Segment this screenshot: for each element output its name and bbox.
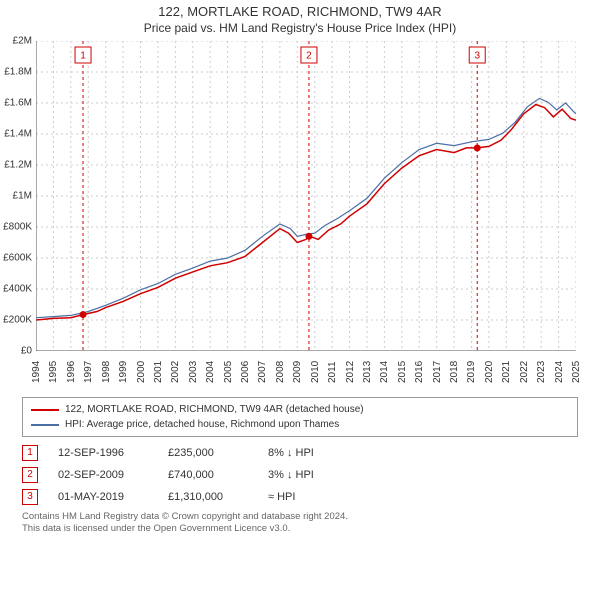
x-tick-label: 1996 [66,361,77,383]
x-tick-label: 2005 [223,361,234,383]
y-tick-label: £600K [3,253,32,264]
x-tick-label: 2024 [554,361,565,383]
chart-svg: 1 2 3 [36,41,576,351]
y-tick-label: £2M [13,36,32,47]
sale-event-note: 8% ↓ HPI [268,447,578,459]
x-tick-label: 1997 [83,361,94,383]
y-tick-label: £1.4M [4,129,32,140]
sale-event-marker: 3 [22,489,38,505]
chart-subtitle: Price paid vs. HM Land Registry's House … [0,21,600,35]
x-tick-label: 1998 [101,361,112,383]
x-tick-label: 2020 [484,361,495,383]
y-tick-label: £800K [3,222,32,233]
y-tick-label: £400K [3,284,32,295]
x-tick-label: 1999 [118,361,129,383]
x-tick-label: 2006 [240,361,251,383]
x-tick-label: 2011 [327,361,338,383]
attribution: Contains HM Land Registry data © Crown c… [22,511,578,536]
x-tick-label: 2015 [397,361,408,383]
sale-event-note: 3% ↓ HPI [268,469,578,481]
sale-event-marker: 1 [22,445,38,461]
y-tick-label: £1.6M [4,98,32,109]
legend-item: HPI: Average price, detached house, Rich… [31,417,569,432]
y-tick-label: £1M [13,191,32,202]
legend-swatch [31,424,59,426]
legend-swatch [31,409,59,411]
x-tick-label: 2004 [205,361,216,383]
x-tick-label: 1994 [31,361,42,383]
x-tick-label: 2013 [362,361,373,383]
x-tick-label: 2001 [153,361,164,383]
x-tick-label: 2014 [379,361,390,383]
sale-event-date: 12-SEP-1996 [58,447,148,459]
x-tick-label: 2019 [466,361,477,383]
x-tick-label: 2025 [571,361,582,383]
y-tick-label: £1.8M [4,67,32,78]
x-tick-label: 2002 [170,361,181,383]
x-tick-label: 2009 [292,361,303,383]
sale-event-marker: 2 [22,467,38,483]
x-axis-labels: 1994199519961997199819992000200120022003… [36,353,576,393]
x-tick-label: 2018 [449,361,460,383]
y-tick-label: £200K [3,315,32,326]
sale-event-row: 2 02-SEP-2009 £740,000 3% ↓ HPI [22,467,578,483]
sale-event-date: 01-MAY-2019 [58,491,148,503]
x-tick-label: 2017 [432,361,443,383]
sale-event-note: ≈ HPI [268,491,578,503]
sale-event-row: 1 12-SEP-1996 £235,000 8% ↓ HPI [22,445,578,461]
sale-event-price: £1,310,000 [168,491,248,503]
x-tick-label: 2008 [275,361,286,383]
svg-text:1: 1 [80,51,86,62]
attribution-line-1: Contains HM Land Registry data © Crown c… [22,511,578,523]
chart-area: £0£200K£400K£600K£800K£1M£1.2M£1.4M£1.6M… [36,41,596,391]
x-tick-label: 2010 [310,361,321,383]
x-tick-label: 2021 [501,361,512,383]
svg-text:3: 3 [474,51,480,62]
sale-events: 1 12-SEP-1996 £235,000 8% ↓ HPI 2 02-SEP-2009… [22,445,578,505]
x-tick-label: 1995 [48,361,59,383]
x-tick-label: 2022 [519,361,530,383]
sale-event-price: £740,000 [168,469,248,481]
legend: 122, MORTLAKE ROAD, RICHMOND, TW9 4AR (d… [22,397,578,437]
legend-label: HPI: Average price, detached house, Rich… [65,417,339,432]
x-tick-label: 2007 [257,361,268,383]
svg-text:2: 2 [306,51,312,62]
attribution-line-2: This data is licensed under the Open Gov… [22,523,578,535]
sale-event-row: 3 01-MAY-2019 £1,310,000 ≈ HPI [22,489,578,505]
x-tick-label: 2003 [188,361,199,383]
sale-event-price: £235,000 [168,447,248,459]
x-tick-label: 2023 [536,361,547,383]
sale-event-date: 02-SEP-2009 [58,469,148,481]
x-tick-label: 2016 [414,361,425,383]
legend-label: 122, MORTLAKE ROAD, RICHMOND, TW9 4AR (d… [65,402,364,417]
x-tick-label: 2000 [136,361,147,383]
y-axis-labels: £0£200K£400K£600K£800K£1M£1.2M£1.4M£1.6M… [0,41,34,351]
legend-item: 122, MORTLAKE ROAD, RICHMOND, TW9 4AR (d… [31,402,569,417]
x-tick-label: 2012 [345,361,356,383]
y-tick-label: £1.2M [4,160,32,171]
y-tick-label: £0 [21,346,32,357]
chart-title: 122, MORTLAKE ROAD, RICHMOND, TW9 4AR [0,4,600,19]
